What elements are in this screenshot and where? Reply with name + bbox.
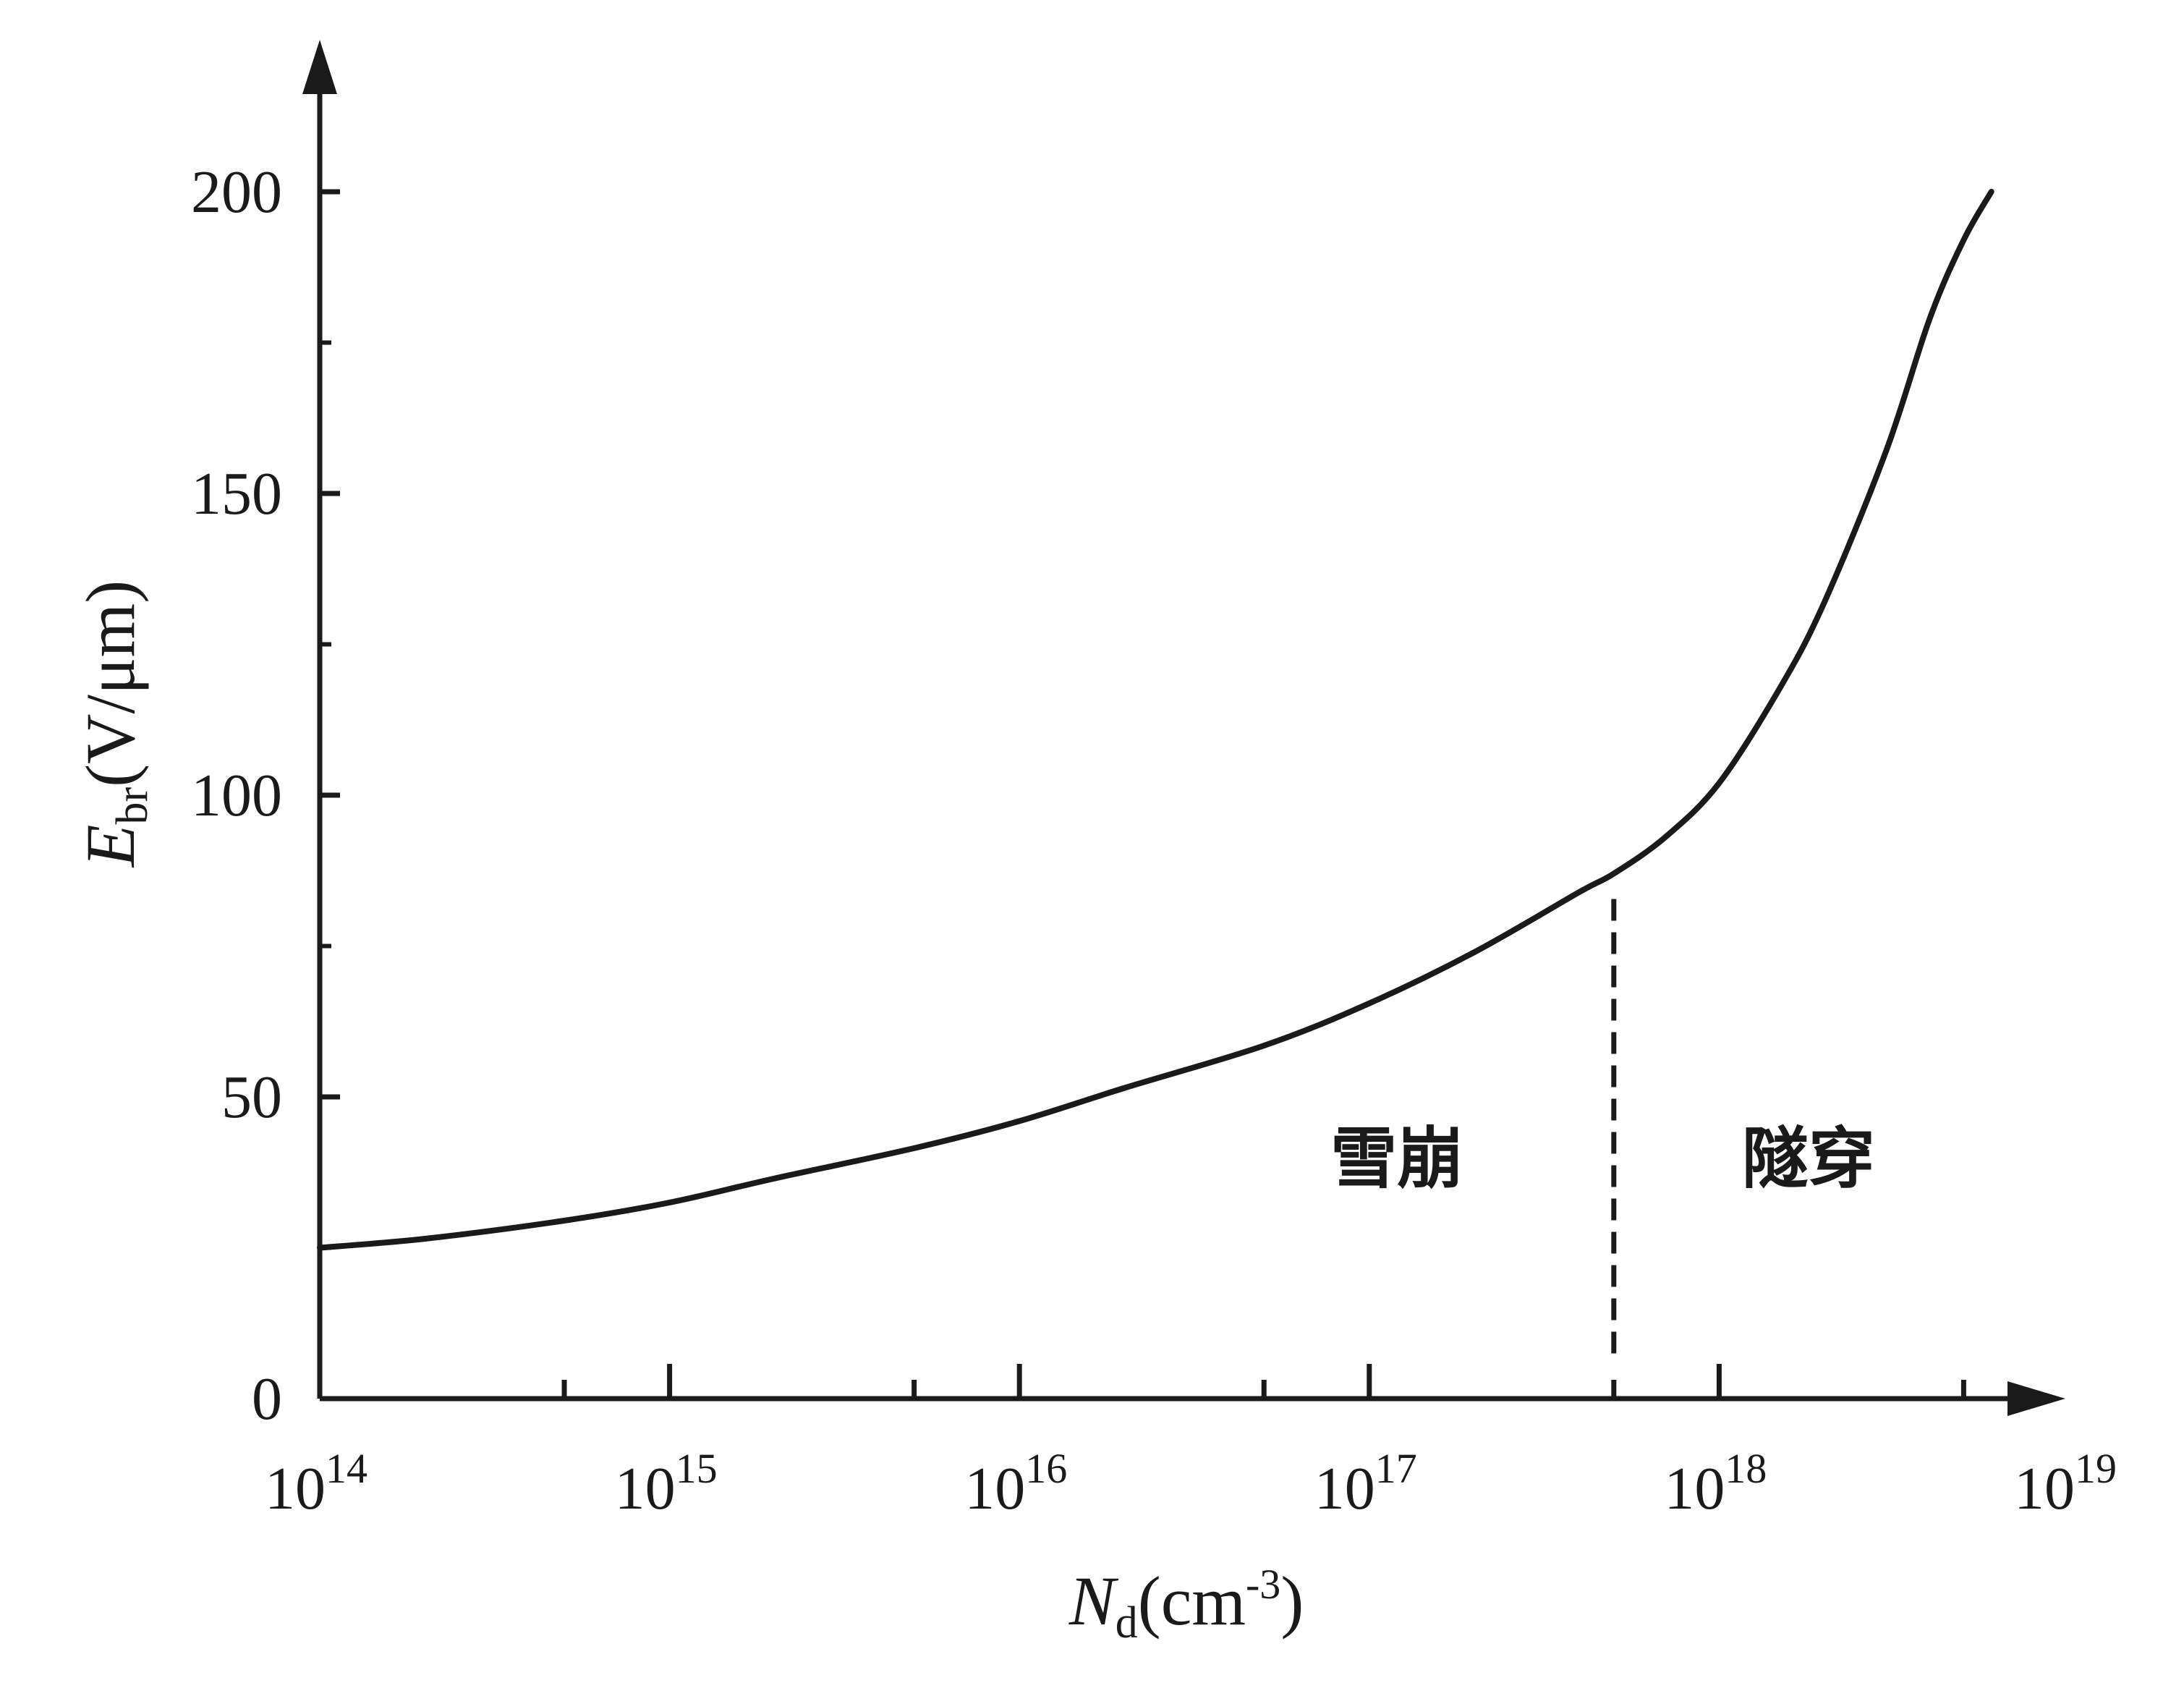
y-axis-title: Ebr(V/μm) bbox=[72, 580, 157, 868]
y-tick-label: 50 bbox=[221, 1064, 282, 1131]
x-axis-title-unit: (cm bbox=[1138, 1562, 1246, 1640]
x-tick-label-base: 10 bbox=[964, 1455, 1025, 1522]
y-tick-label: 200 bbox=[191, 158, 282, 226]
x-axis-title-close: ) bbox=[1280, 1562, 1304, 1640]
y-tick-label: 100 bbox=[191, 762, 282, 829]
x-axis-title-superscript: -3 bbox=[1246, 1561, 1280, 1608]
y-axis-title-symbol: E bbox=[72, 825, 149, 869]
x-axis-title-subscript: d bbox=[1116, 1598, 1138, 1648]
region-labels: 雪崩 隧穿 bbox=[1330, 1120, 1875, 1197]
y-tick-label: 150 bbox=[191, 460, 282, 527]
x-tick-label-base: 10 bbox=[265, 1455, 326, 1522]
x-tick-label-exponent: 16 bbox=[1025, 1445, 1067, 1492]
x-tick-label: 1017 bbox=[1314, 1445, 1417, 1522]
y-axis-title-subscript: br bbox=[108, 787, 157, 825]
y-axis-arrow bbox=[302, 40, 337, 94]
axes bbox=[302, 40, 2065, 1416]
x-tick-label-exponent: 14 bbox=[326, 1445, 367, 1492]
y-axis-title-unit: (V/μm) bbox=[72, 580, 149, 787]
x-tick-label-exponent: 18 bbox=[1725, 1445, 1767, 1492]
x-tick-label: 1014 bbox=[265, 1445, 367, 1522]
y-tick-label: 0 bbox=[252, 1365, 282, 1433]
x-tick-label-exponent: 17 bbox=[1375, 1445, 1417, 1492]
x-tick-label-base: 10 bbox=[2014, 1455, 2075, 1522]
x-axis-arrow bbox=[2007, 1381, 2065, 1416]
breakdown-field-curve bbox=[317, 189, 1994, 1251]
ticks bbox=[320, 189, 1966, 1399]
x-tick-label-base: 10 bbox=[615, 1455, 676, 1522]
x-tick-label-base: 10 bbox=[1314, 1455, 1375, 1522]
x-tick-label-base: 10 bbox=[1664, 1455, 1725, 1522]
x-tick-label: 1018 bbox=[1664, 1445, 1767, 1522]
x-tick-label-exponent: 19 bbox=[2075, 1445, 2117, 1492]
x-axis-title-symbol: N bbox=[1068, 1562, 1119, 1640]
x-tick-label: 1015 bbox=[615, 1445, 718, 1522]
x-tick-label: 1019 bbox=[2014, 1445, 2117, 1522]
x-tick-label: 1016 bbox=[964, 1445, 1067, 1522]
x-tick-label-exponent: 15 bbox=[676, 1445, 718, 1492]
region-label: 隧穿 bbox=[1742, 1120, 1875, 1197]
region-label: 雪崩 bbox=[1330, 1120, 1463, 1197]
x-axis-title: Nd(cm-3) bbox=[1068, 1561, 1304, 1648]
